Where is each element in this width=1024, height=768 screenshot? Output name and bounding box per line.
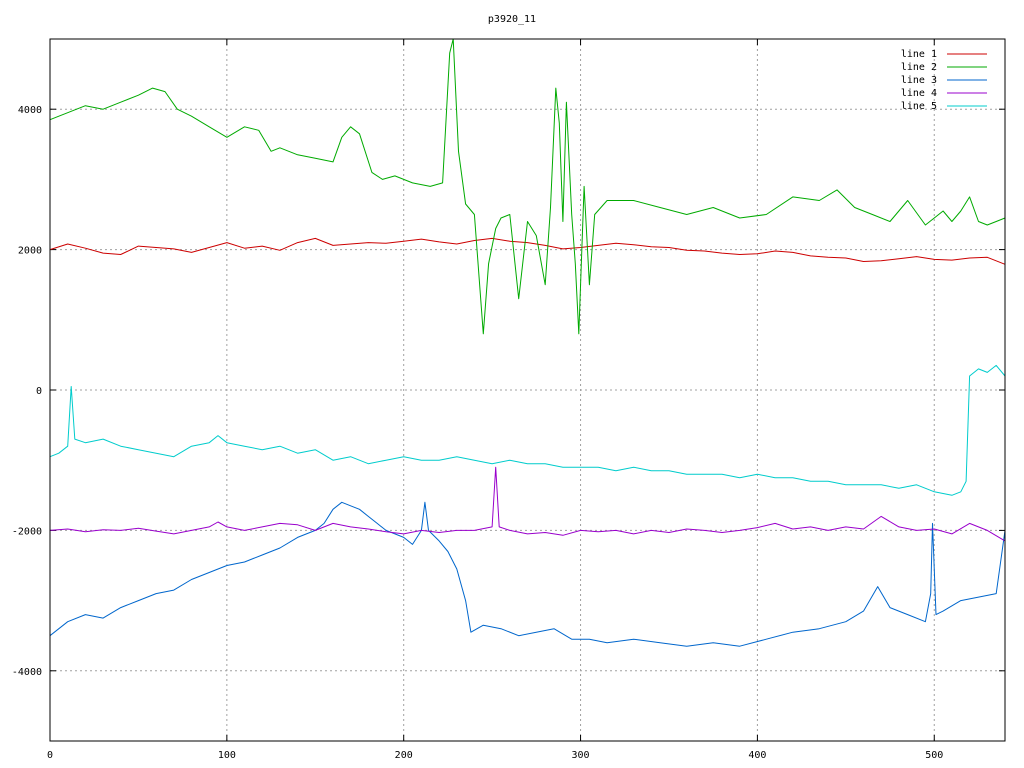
series-line-2 — [49, 38, 1006, 335]
legend-label-5: line 5 — [901, 101, 937, 112]
y-tick-label: -4000 — [12, 667, 42, 678]
axis-ticks: 0 100 200 300 400 500 -4000 -2000 0 2000 4000 — [12, 39, 1005, 761]
series-line-5 — [49, 364, 1006, 496]
y-tick-label: 0 — [36, 386, 42, 397]
x-tick-label: 100 — [218, 750, 236, 761]
series-line-4 — [49, 466, 1006, 542]
y-tick-label: 2000 — [18, 246, 42, 257]
legend: line 1 line 2 line 3 line 4 line 5 — [901, 49, 987, 112]
legend-label-2: line 2 — [901, 62, 937, 73]
series-line-3 — [49, 501, 1006, 647]
x-tick-label: 0 — [47, 750, 53, 761]
grid — [50, 39, 1005, 741]
x-tick-label: 500 — [925, 750, 943, 761]
y-tick-label: -2000 — [12, 526, 42, 537]
y-tick-label: 4000 — [18, 105, 42, 116]
plot-frame — [49, 38, 1006, 742]
series-line-1 — [49, 237, 1006, 265]
series-group — [49, 38, 1006, 647]
chart-title: p3920_11 — [488, 14, 536, 25]
legend-label-4: line 4 — [901, 88, 937, 99]
x-tick-label: 300 — [572, 750, 590, 761]
x-tick-label: 400 — [748, 750, 766, 761]
legend-label-3: line 3 — [901, 75, 937, 86]
x-tick-label: 200 — [395, 750, 413, 761]
legend-label-1: line 1 — [901, 49, 937, 60]
